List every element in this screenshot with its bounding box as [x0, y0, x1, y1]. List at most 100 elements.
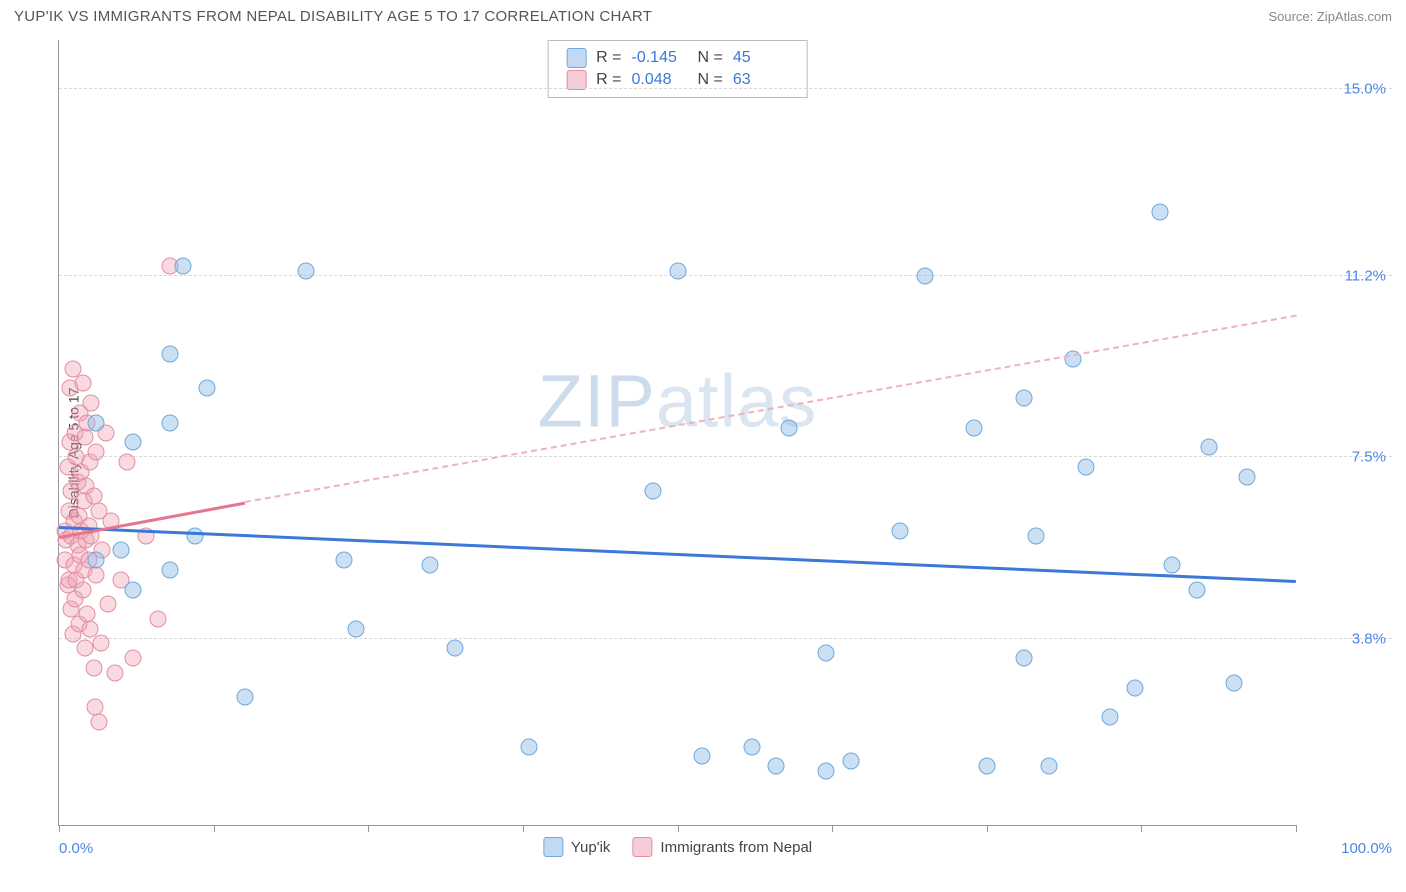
chart-title: YUP'IK VS IMMIGRANTS FROM NEPAL DISABILI…: [14, 8, 652, 25]
data-point-blue: [966, 419, 983, 436]
data-point-blue: [446, 640, 463, 657]
data-point-blue: [88, 552, 105, 569]
data-point-pink: [149, 610, 166, 627]
data-point-pink: [106, 664, 123, 681]
watermark: ZIPatlas: [538, 359, 817, 444]
data-point-pink: [125, 650, 142, 667]
data-point-blue: [174, 257, 191, 274]
data-point-pink: [90, 713, 107, 730]
n-value-pink: 63: [733, 71, 789, 89]
swatch-pink-icon: [566, 70, 586, 90]
data-point-blue: [1077, 458, 1094, 475]
data-point-blue: [768, 758, 785, 775]
y-tick-label: 3.8%: [1352, 630, 1386, 647]
data-point-blue: [162, 346, 179, 363]
data-point-blue: [521, 738, 538, 755]
x-max-label: 100.0%: [1341, 840, 1392, 857]
data-point-blue: [125, 581, 142, 598]
stats-row-blue: R = -0.145 N = 45: [566, 47, 789, 69]
swatch-pink-icon: [632, 837, 652, 857]
data-point-blue: [162, 414, 179, 431]
data-point-blue: [199, 380, 216, 397]
data-point-pink: [93, 635, 110, 652]
gridline: [59, 638, 1392, 639]
data-point-blue: [916, 267, 933, 284]
data-point-blue: [1151, 203, 1168, 220]
x-tick: [214, 825, 215, 832]
legend-item-blue: Yup'ik: [543, 837, 611, 857]
data-point-pink: [119, 453, 136, 470]
data-point-blue: [694, 748, 711, 765]
x-tick: [832, 825, 833, 832]
data-point-blue: [298, 262, 315, 279]
data-point-blue: [88, 414, 105, 431]
data-point-blue: [162, 561, 179, 578]
data-point-blue: [842, 753, 859, 770]
data-point-blue: [1015, 390, 1032, 407]
data-point-blue: [817, 763, 834, 780]
data-point-blue: [236, 689, 253, 706]
data-point-blue: [1028, 527, 1045, 544]
data-point-blue: [1238, 468, 1255, 485]
data-point-pink: [100, 596, 117, 613]
data-point-pink: [85, 660, 102, 677]
data-point-blue: [743, 738, 760, 755]
r-label: R =: [596, 71, 621, 89]
data-point-pink: [76, 640, 93, 657]
y-tick-label: 11.2%: [1345, 267, 1386, 284]
x-tick: [678, 825, 679, 832]
series-legend: Yup'ik Immigrants from Nepal: [543, 837, 812, 857]
data-point-pink: [76, 429, 93, 446]
legend-label-blue: Yup'ik: [571, 839, 611, 856]
n-label: N =: [698, 49, 723, 67]
data-point-blue: [1201, 439, 1218, 456]
legend-item-pink: Immigrants from Nepal: [632, 837, 812, 857]
data-point-blue: [978, 758, 995, 775]
data-point-blue: [780, 419, 797, 436]
r-value-blue: -0.145: [632, 49, 688, 67]
x-tick: [1141, 825, 1142, 832]
x-tick: [523, 825, 524, 832]
data-point-blue: [1102, 709, 1119, 726]
data-point-pink: [74, 581, 91, 598]
scatter-plot-area: ZIPatlas R = -0.145 N = 45 R = 0.048 N =…: [58, 40, 1296, 826]
data-point-blue: [112, 542, 129, 559]
swatch-blue-icon: [543, 837, 563, 857]
x-tick: [368, 825, 369, 832]
data-point-blue: [1127, 679, 1144, 696]
data-point-blue: [1015, 650, 1032, 667]
data-point-pink: [74, 375, 91, 392]
data-point-pink: [81, 620, 98, 637]
trendline-pink-dashed: [244, 315, 1296, 503]
y-tick-label: 15.0%: [1343, 81, 1386, 98]
r-value-pink: 0.048: [632, 71, 688, 89]
n-label: N =: [698, 71, 723, 89]
data-point-blue: [1040, 758, 1057, 775]
gridline: [59, 456, 1392, 457]
x-tick: [59, 825, 60, 832]
data-point-pink: [88, 444, 105, 461]
swatch-blue-icon: [566, 48, 586, 68]
n-value-blue: 45: [733, 49, 789, 67]
data-point-blue: [187, 527, 204, 544]
gridline: [59, 88, 1392, 89]
data-point-blue: [817, 645, 834, 662]
x-tick: [987, 825, 988, 832]
data-point-blue: [335, 552, 352, 569]
y-tick-label: 7.5%: [1352, 449, 1386, 466]
trendline-blue: [59, 526, 1296, 582]
r-label: R =: [596, 49, 621, 67]
data-point-blue: [1189, 581, 1206, 598]
gridline: [59, 275, 1392, 276]
data-point-blue: [125, 434, 142, 451]
x-min-label: 0.0%: [59, 840, 93, 857]
data-point-blue: [347, 620, 364, 637]
chart-container: Disability Age 5 to 17 ZIPatlas R = -0.1…: [14, 40, 1392, 866]
data-point-blue: [892, 522, 909, 539]
source-attribution: Source: ZipAtlas.com: [1268, 9, 1392, 24]
data-point-pink: [83, 395, 100, 412]
data-point-blue: [669, 262, 686, 279]
data-point-blue: [422, 556, 439, 573]
data-point-blue: [1164, 556, 1181, 573]
data-point-blue: [644, 483, 661, 500]
